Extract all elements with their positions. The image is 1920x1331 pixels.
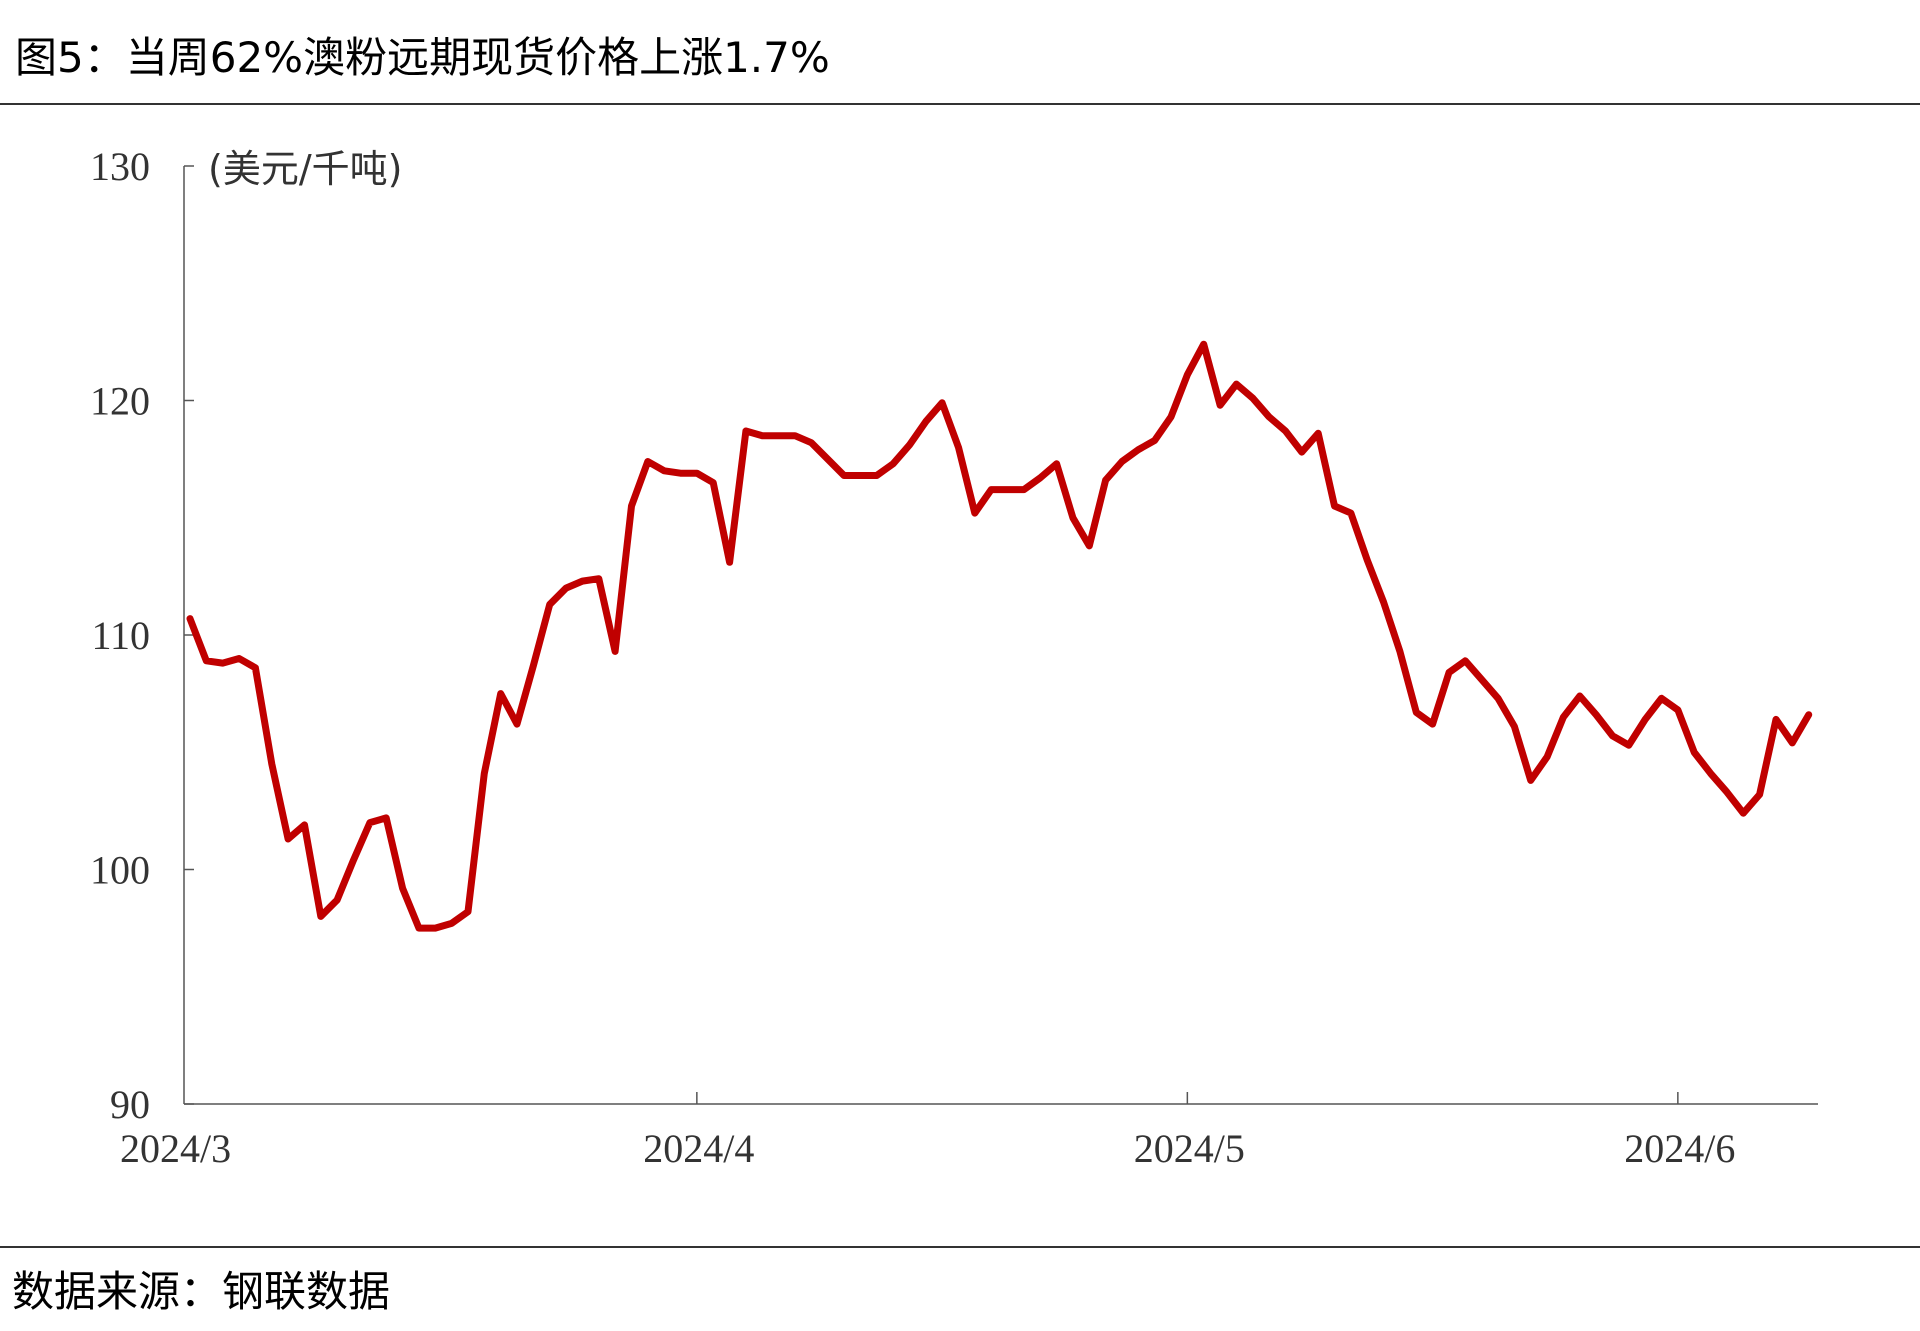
x-tick-label: 2024/3 bbox=[120, 1126, 231, 1171]
x-tick-label: 2024/6 bbox=[1624, 1126, 1735, 1171]
y-axis-label: (美元/千吨) bbox=[208, 147, 402, 191]
chart-title: 图5：当周62%澳粉远期现货价格上涨1.7% bbox=[15, 33, 830, 82]
data-line bbox=[186, 340, 1813, 932]
y-tick-label: 90 bbox=[110, 1082, 150, 1127]
y-tick-label: 120 bbox=[90, 379, 150, 424]
source: 数据来源：钢联数据 bbox=[12, 1267, 390, 1316]
x-tick-label: 2024/4 bbox=[643, 1126, 754, 1171]
x-tick-label: 2024/5 bbox=[1134, 1126, 1245, 1171]
y-tick-label: 110 bbox=[91, 613, 150, 658]
y-tick-label: 100 bbox=[90, 848, 150, 893]
y-tick-label: 130 bbox=[90, 144, 150, 189]
